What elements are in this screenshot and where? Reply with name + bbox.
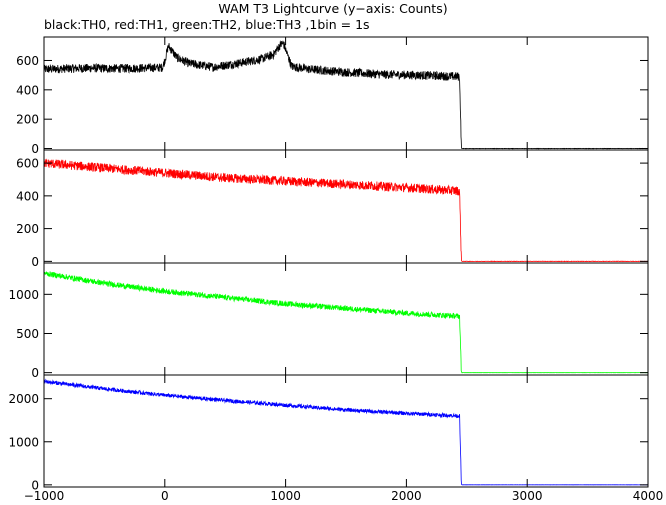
series-line-th2 [43,270,649,374]
y-tick-label: 0 [31,366,39,380]
y-tick-label: 0 [31,255,39,269]
y-tick-label: 1000 [8,435,39,449]
series-line-th3 [43,378,649,486]
x-tick-label: 3000 [512,489,543,503]
x-tick-label: 2000 [391,489,422,503]
panel-th2: 0 500 1000 [8,262,649,380]
y-tick-label: 500 [16,327,39,341]
y-tick-label: 400 [16,83,39,97]
chart-title: WAM T3 Lightcurve (y−axis: Counts) [218,1,448,16]
x-tick-label: 0 [161,489,169,503]
y-tick-label: 200 [16,222,39,236]
panel-frame [43,262,649,376]
x-tick-label: 1000 [270,489,301,503]
panel-th3: 0 1000 2000 [8,374,649,492]
y-tick-label: 400 [16,189,39,203]
y-tick-label: 0 [31,478,39,492]
y-tick-label: 1000 [8,288,39,302]
panel-frame [43,374,649,488]
x-axis: −1000 0 1000 2000 3000 4000 [24,489,664,503]
y-tick-label: 2000 [8,392,39,406]
y-tick-label: 600 [16,54,39,68]
x-tick-label: 4000 [633,489,664,503]
series-line-th1 [43,158,649,263]
panel-th0: 0 200 400 600 [16,36,649,156]
y-tick-label: 200 [16,113,39,127]
panel-th1: 0 200 400 600 [16,149,649,269]
x-tick-label: −1000 [24,489,65,503]
panel-frame [43,36,649,151]
y-tick-label: 0 [31,142,39,156]
chart-subtitle: black:TH0, red:TH1, green:TH2, blue:TH3 … [44,17,370,32]
series-line-th0 [43,40,649,150]
y-tick-label: 600 [16,157,39,171]
